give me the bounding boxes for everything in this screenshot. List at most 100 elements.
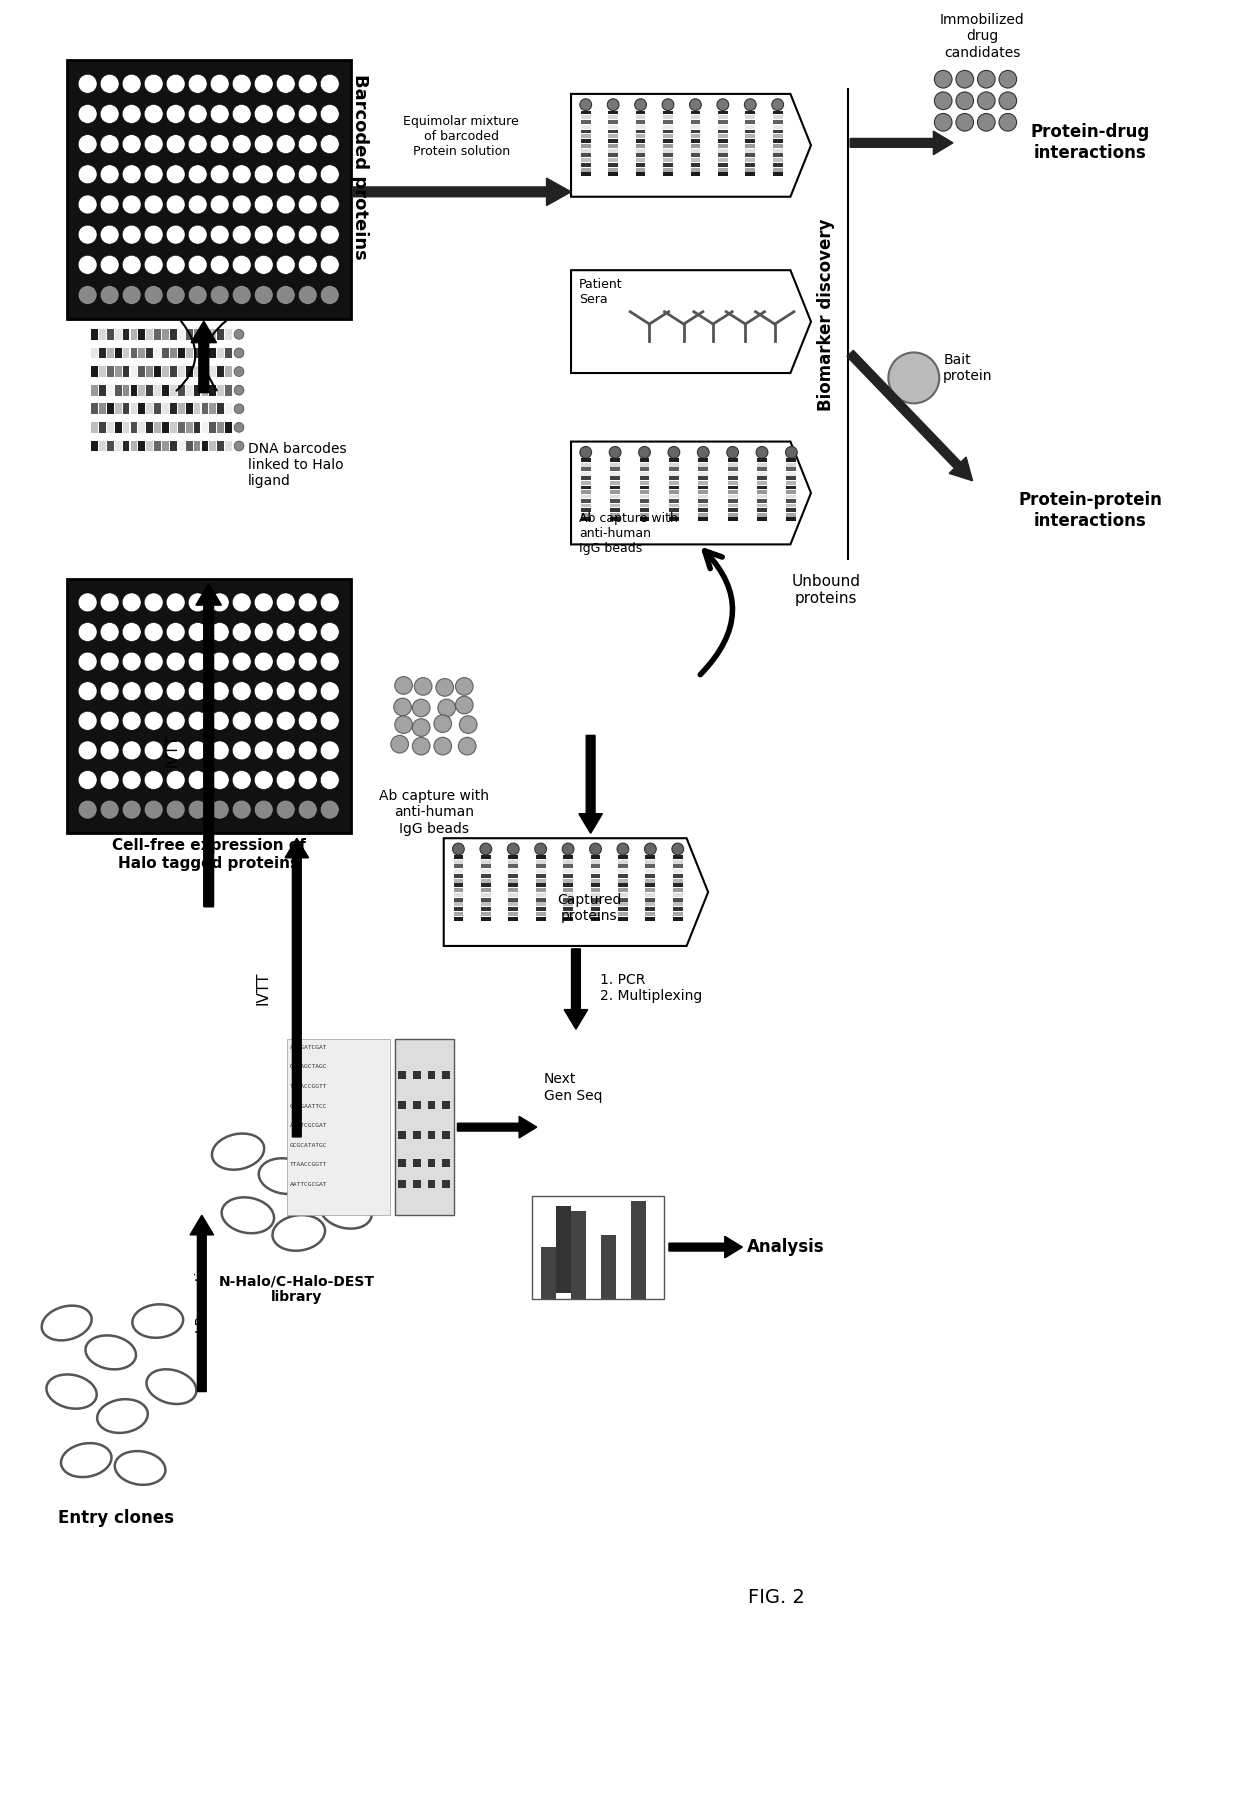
Circle shape — [999, 114, 1017, 132]
Bar — [154, 348, 161, 359]
Bar — [673, 906, 683, 912]
Circle shape — [320, 800, 340, 820]
Circle shape — [320, 256, 340, 274]
Bar — [428, 1180, 435, 1188]
Circle shape — [100, 195, 119, 214]
Bar — [590, 874, 600, 878]
Bar — [146, 366, 153, 377]
Bar — [609, 135, 618, 139]
Bar — [610, 463, 620, 467]
Bar — [786, 499, 796, 503]
Bar — [115, 422, 122, 432]
Circle shape — [580, 447, 591, 458]
Bar — [698, 490, 708, 494]
Bar — [170, 330, 177, 341]
Bar — [728, 485, 738, 488]
Circle shape — [277, 712, 295, 730]
Ellipse shape — [259, 1159, 311, 1195]
Bar — [580, 514, 590, 517]
Circle shape — [299, 105, 317, 123]
Bar — [217, 422, 224, 432]
Bar — [618, 883, 627, 887]
Circle shape — [188, 593, 207, 613]
Circle shape — [166, 712, 185, 730]
Bar — [590, 897, 600, 901]
Bar — [162, 330, 169, 341]
Bar — [646, 912, 655, 915]
Circle shape — [254, 652, 273, 670]
Bar — [646, 869, 655, 872]
Circle shape — [78, 681, 97, 701]
Bar — [563, 854, 573, 860]
Bar — [663, 148, 673, 153]
Circle shape — [608, 99, 619, 110]
Circle shape — [78, 593, 97, 613]
Bar — [210, 386, 216, 396]
Circle shape — [100, 164, 119, 184]
Bar — [563, 879, 573, 883]
Bar — [146, 386, 153, 396]
Bar — [177, 441, 185, 450]
Bar — [640, 472, 650, 476]
Bar — [454, 897, 464, 901]
Bar — [139, 441, 145, 450]
Bar — [162, 422, 169, 432]
Circle shape — [234, 330, 244, 339]
Bar — [698, 481, 708, 485]
Bar — [210, 366, 216, 377]
Bar — [146, 330, 153, 341]
Bar — [668, 458, 678, 461]
Ellipse shape — [133, 1305, 184, 1337]
Bar — [202, 348, 208, 359]
Bar — [640, 490, 650, 494]
Circle shape — [211, 652, 229, 670]
Bar — [773, 153, 782, 157]
Bar — [691, 159, 701, 162]
Bar — [590, 879, 600, 883]
Bar — [636, 115, 646, 119]
Bar — [618, 869, 627, 872]
Bar — [691, 168, 701, 171]
Circle shape — [78, 771, 97, 789]
Bar — [640, 514, 650, 517]
Bar — [691, 130, 701, 133]
Circle shape — [459, 715, 477, 733]
Bar — [226, 422, 232, 432]
Bar — [590, 854, 600, 860]
Bar — [536, 874, 546, 878]
Bar — [99, 366, 105, 377]
Circle shape — [299, 135, 317, 153]
Bar — [115, 386, 122, 396]
Bar — [773, 168, 782, 171]
Bar — [508, 912, 518, 915]
Bar — [580, 499, 590, 503]
Circle shape — [78, 256, 97, 274]
Bar — [580, 115, 590, 119]
Bar — [210, 422, 216, 432]
Circle shape — [211, 164, 229, 184]
Circle shape — [232, 593, 252, 613]
Bar — [691, 110, 701, 115]
FancyArrow shape — [564, 950, 588, 1029]
Circle shape — [232, 681, 252, 701]
Bar — [610, 505, 620, 508]
Circle shape — [320, 771, 340, 789]
Circle shape — [277, 135, 295, 153]
Circle shape — [211, 771, 229, 789]
Bar — [99, 348, 105, 359]
Bar — [745, 124, 755, 128]
Bar — [773, 173, 782, 177]
Circle shape — [413, 719, 430, 737]
Bar — [758, 481, 766, 485]
Bar — [217, 366, 224, 377]
Circle shape — [144, 74, 164, 94]
Bar — [481, 854, 491, 860]
Bar — [610, 476, 620, 479]
Circle shape — [320, 681, 340, 701]
Bar — [563, 883, 573, 887]
Bar — [193, 330, 201, 341]
Bar — [618, 865, 627, 869]
Bar — [663, 135, 673, 139]
Bar — [217, 404, 224, 414]
Bar — [610, 494, 620, 499]
